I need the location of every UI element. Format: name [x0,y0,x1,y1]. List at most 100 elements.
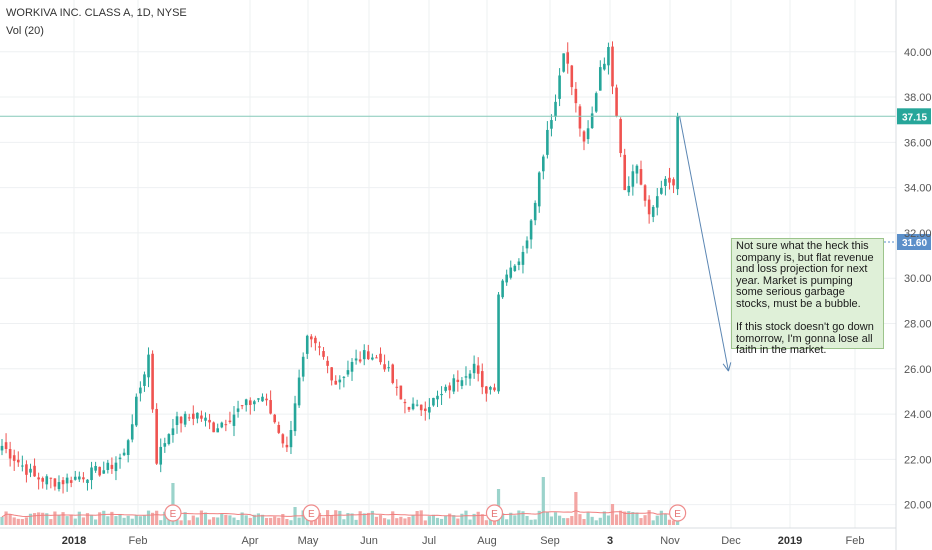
candle-body [248,400,252,405]
volume-bar [264,518,269,525]
volume-bar [98,512,102,525]
candle-body [98,466,101,476]
candle-body [387,367,390,369]
candle-body [130,424,134,440]
candle-body [21,465,24,467]
volume-bar [297,517,301,525]
earnings-marker [485,504,504,522]
volume-bar [199,510,204,525]
candle-body [578,106,582,129]
last-price-tag [897,108,931,125]
volume-bar [614,514,619,525]
earnings-marker [669,504,687,522]
volume-bar [146,510,151,525]
volume-bar [391,511,395,525]
candle-body [419,404,423,411]
candle-body [558,75,561,99]
volume-bar [643,515,647,525]
volume-bar [175,519,179,525]
volume-bar [110,511,114,525]
volume-bar [582,519,586,525]
candle-body [273,414,276,423]
x-tick-label: May [298,535,319,547]
price-axis: 40.00 38.00 36.00 34.00 32.00 30.00 28.00 26.00… [895,0,932,550]
volume-bar [566,518,570,525]
volume-bar [562,518,566,525]
volume-bar [541,477,545,525]
candle-body [383,364,386,370]
x-tick-label: Sep [540,535,560,547]
volume-bar [53,511,57,525]
arrow-shaft [679,116,729,372]
volume-bar [403,518,407,525]
candle-body [525,240,529,249]
candle-body [224,424,228,426]
volume-bar [244,515,248,525]
candle-body [179,416,183,424]
x-tick-label: Jun [360,535,378,547]
x-tick-label: Jul [422,535,436,547]
volume-bar [207,519,212,525]
volume-bar [655,515,659,525]
volume-bar [20,519,24,525]
candle-body [33,465,36,477]
projection-arrow [679,116,732,372]
candle-body [208,419,211,423]
x-tick-label: 2018 [62,535,86,547]
candle-body [456,379,460,382]
volume-bar [179,520,183,525]
candle-body [440,393,443,396]
candle-body [501,280,504,298]
volume-bar [619,510,623,525]
volume-bar [574,492,578,525]
volume-bar [330,515,334,525]
candle-body [183,413,187,425]
volume-bar [77,511,81,525]
volume-bar [171,483,175,525]
candle-body [285,444,289,448]
x-tick-label: Aug [477,535,497,547]
volume-bar [85,513,90,525]
volume-bar [602,511,606,525]
volume-bar [342,519,346,525]
price-candles [0,41,679,494]
candle-body [261,396,264,402]
volume-bar [631,512,635,525]
candle-body [627,185,631,193]
candle-body [358,359,362,362]
volume-ma [1,510,678,518]
volume-bar [419,510,423,525]
symbol-title[interactable]: WORKIVA INC. CLASS A, 1D, NYSE [6,7,187,19]
candle-body [147,354,150,378]
candle-body [615,87,618,117]
candle-body [635,165,639,174]
candle-body [423,408,427,411]
volume-bar [155,510,159,525]
candle-body [542,156,545,172]
earnings-marker [164,504,182,522]
volume-bar [0,516,4,525]
volume-indicator-label[interactable]: Vol (20) [6,25,44,37]
candle-body [676,116,679,190]
candle-body [594,93,598,112]
candle-body [672,179,675,186]
candle-body [346,370,350,375]
x-tick-label: Apr [241,535,258,547]
candle-body [428,407,431,413]
volume-bar [273,516,277,525]
volume-bar [191,515,195,525]
volume-bar [334,510,338,525]
candle-body [407,407,411,410]
candle-body [78,476,81,480]
volume-bar [346,513,350,525]
volume-bar [289,520,293,525]
volume-bar [228,515,232,525]
candle-body [395,386,399,388]
volume-bar [224,514,228,525]
candle-body [509,267,513,278]
candle-body [452,378,456,392]
annotation-note[interactable]: Not sure what the heck this company is, … [731,238,884,356]
volume-bar [407,517,411,525]
candle-body [342,376,346,378]
